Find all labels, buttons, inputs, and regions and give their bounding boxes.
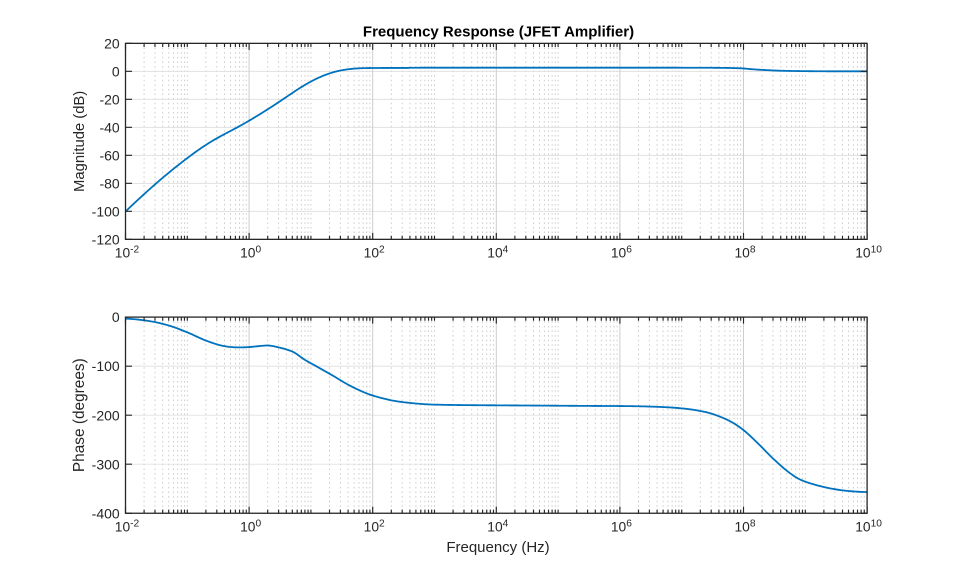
svg-text:-80: -80 xyxy=(99,175,119,191)
svg-text:Phase (degrees): Phase (degrees) xyxy=(71,358,88,472)
svg-text:Frequency Response (JFET Ampli: Frequency Response (JFET Amplifier) xyxy=(363,23,634,40)
svg-text:Magnitude (dB): Magnitude (dB) xyxy=(72,91,88,192)
svg-text:-100: -100 xyxy=(92,358,120,374)
svg-text:-120: -120 xyxy=(92,231,120,247)
svg-text:-40: -40 xyxy=(99,119,119,135)
svg-text:-400: -400 xyxy=(92,505,120,521)
svg-text:-20: -20 xyxy=(99,91,119,107)
svg-text:Frequency (Hz): Frequency (Hz) xyxy=(446,539,549,556)
svg-text:20: 20 xyxy=(104,35,120,51)
svg-text:-60: -60 xyxy=(99,147,119,163)
svg-text:-100: -100 xyxy=(92,203,120,219)
svg-text:-200: -200 xyxy=(92,407,120,423)
svg-text:-300: -300 xyxy=(92,456,120,472)
svg-text:0: 0 xyxy=(112,309,120,325)
svg-text:0: 0 xyxy=(112,63,120,79)
